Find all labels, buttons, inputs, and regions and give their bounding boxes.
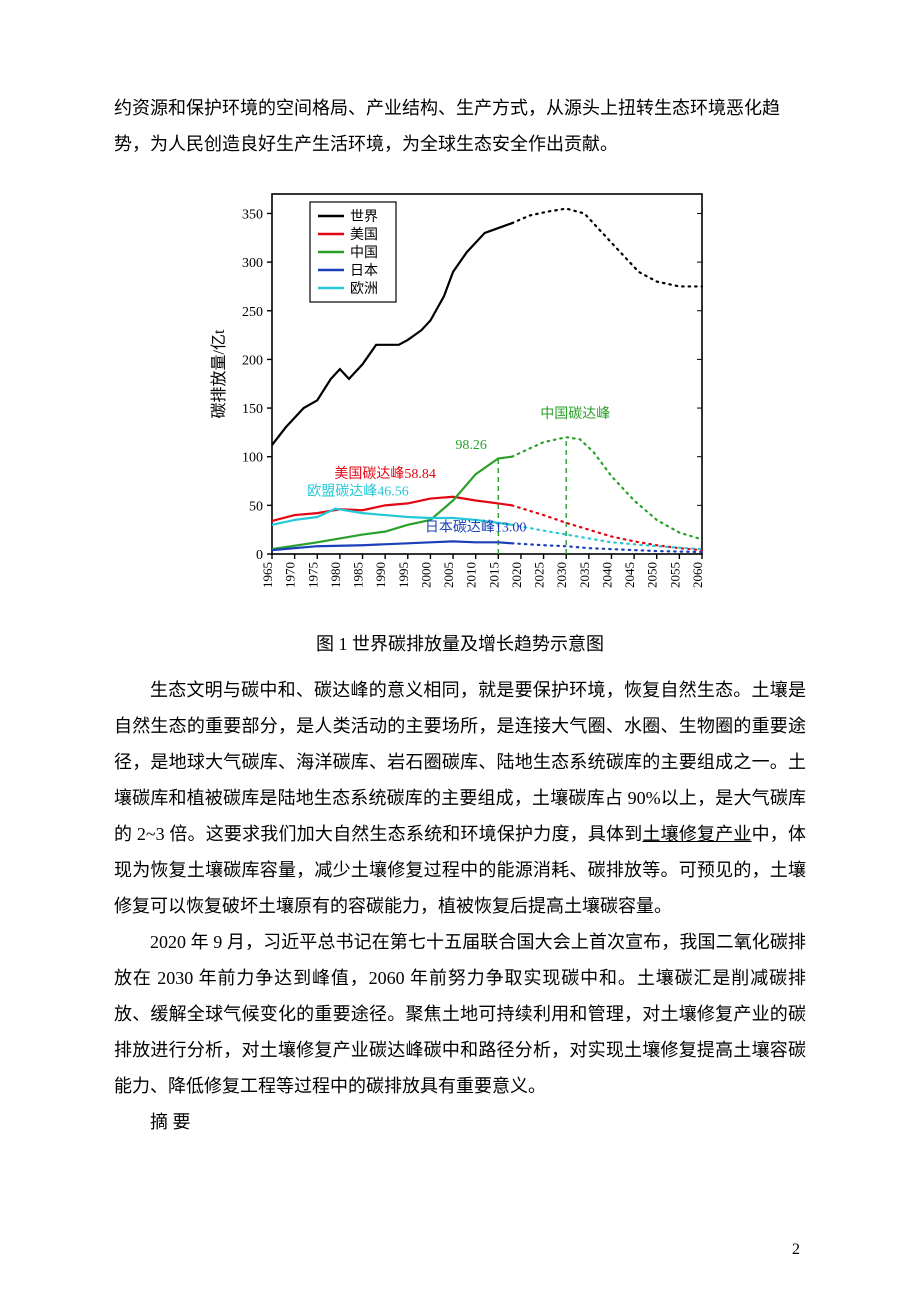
svg-text:1995: 1995 (396, 562, 411, 588)
svg-text:150: 150 (242, 402, 263, 417)
svg-text:1990: 1990 (373, 562, 388, 588)
svg-text:美国碳达峰58.84: 美国碳达峰58.84 (334, 466, 436, 482)
svg-text:2000: 2000 (418, 562, 433, 588)
svg-text:2045: 2045 (622, 562, 637, 588)
svg-text:世界: 世界 (350, 209, 378, 225)
svg-text:2020: 2020 (509, 562, 524, 588)
svg-text:100: 100 (242, 451, 263, 466)
svg-text:日本碳达峰13.00: 日本碳达峰13.00 (425, 520, 527, 536)
svg-text:2060: 2060 (690, 562, 705, 588)
svg-text:日本: 日本 (350, 263, 378, 279)
svg-text:1985: 1985 (351, 562, 366, 588)
figure-1: 0 50 100 150 200 250 300 350 碳排放量/亿t 1965 1970 1975… (114, 176, 806, 616)
abstract-label: 摘 要 (114, 1104, 806, 1140)
svg-text:1975: 1975 (305, 562, 320, 588)
svg-text:中国碳达峰: 中国碳达峰 (540, 406, 610, 422)
page-number: 2 (792, 1234, 800, 1266)
svg-text:300: 300 (242, 256, 263, 271)
para1-underline: 土壤修复产业 (642, 824, 751, 844)
svg-text:98.26: 98.26 (455, 438, 487, 453)
svg-text:2030: 2030 (554, 562, 569, 588)
paragraph-1: 生态文明与碳中和、碳达峰的意义相同，就是要保护环境，恢复自然生态。土壤是自然生态… (114, 672, 806, 924)
svg-text:2005: 2005 (441, 562, 456, 588)
carbon-emission-chart: 0 50 100 150 200 250 300 350 碳排放量/亿t 1965 1970 1975… (200, 176, 720, 616)
svg-text:2050: 2050 (645, 562, 660, 588)
svg-text:1970: 1970 (283, 562, 298, 588)
svg-text:2015: 2015 (486, 562, 501, 588)
top-paragraph: 约资源和保护环境的空间格局、产业结构、生产方式，从源头上扭转生态环境恶化趋势，为… (114, 90, 806, 162)
svg-text:2025: 2025 (532, 562, 547, 588)
svg-text:2010: 2010 (464, 562, 479, 588)
svg-text:美国: 美国 (350, 227, 378, 243)
svg-text:50: 50 (249, 499, 263, 514)
svg-text:2035: 2035 (577, 562, 592, 588)
svg-text:2055: 2055 (667, 562, 682, 588)
svg-text:250: 250 (242, 305, 263, 320)
para1-a: 生态文明与碳中和、碳达峰的意义相同，就是要保护环境，恢复自然生态。土壤是自然生态… (114, 680, 806, 844)
figure-caption: 图 1 世界碳排放量及增长趋势示意图 (114, 626, 806, 662)
svg-text:碳排放量/亿t: 碳排放量/亿t (210, 329, 228, 418)
svg-text:200: 200 (242, 353, 263, 368)
paragraph-2: 2020 年 9 月，习近平总书记在第七十五届联合国大会上首次宣布，我国二氧化碳… (114, 924, 806, 1104)
svg-text:2040: 2040 (599, 562, 614, 588)
svg-text:1965: 1965 (260, 562, 275, 588)
svg-text:中国: 中国 (350, 245, 378, 261)
svg-text:350: 350 (242, 207, 263, 222)
svg-text:欧盟碳达峰46.56: 欧盟碳达峰46.56 (307, 484, 409, 500)
svg-text:1980: 1980 (328, 562, 343, 588)
svg-text:欧洲: 欧洲 (350, 281, 378, 297)
svg-text:0: 0 (256, 548, 263, 563)
